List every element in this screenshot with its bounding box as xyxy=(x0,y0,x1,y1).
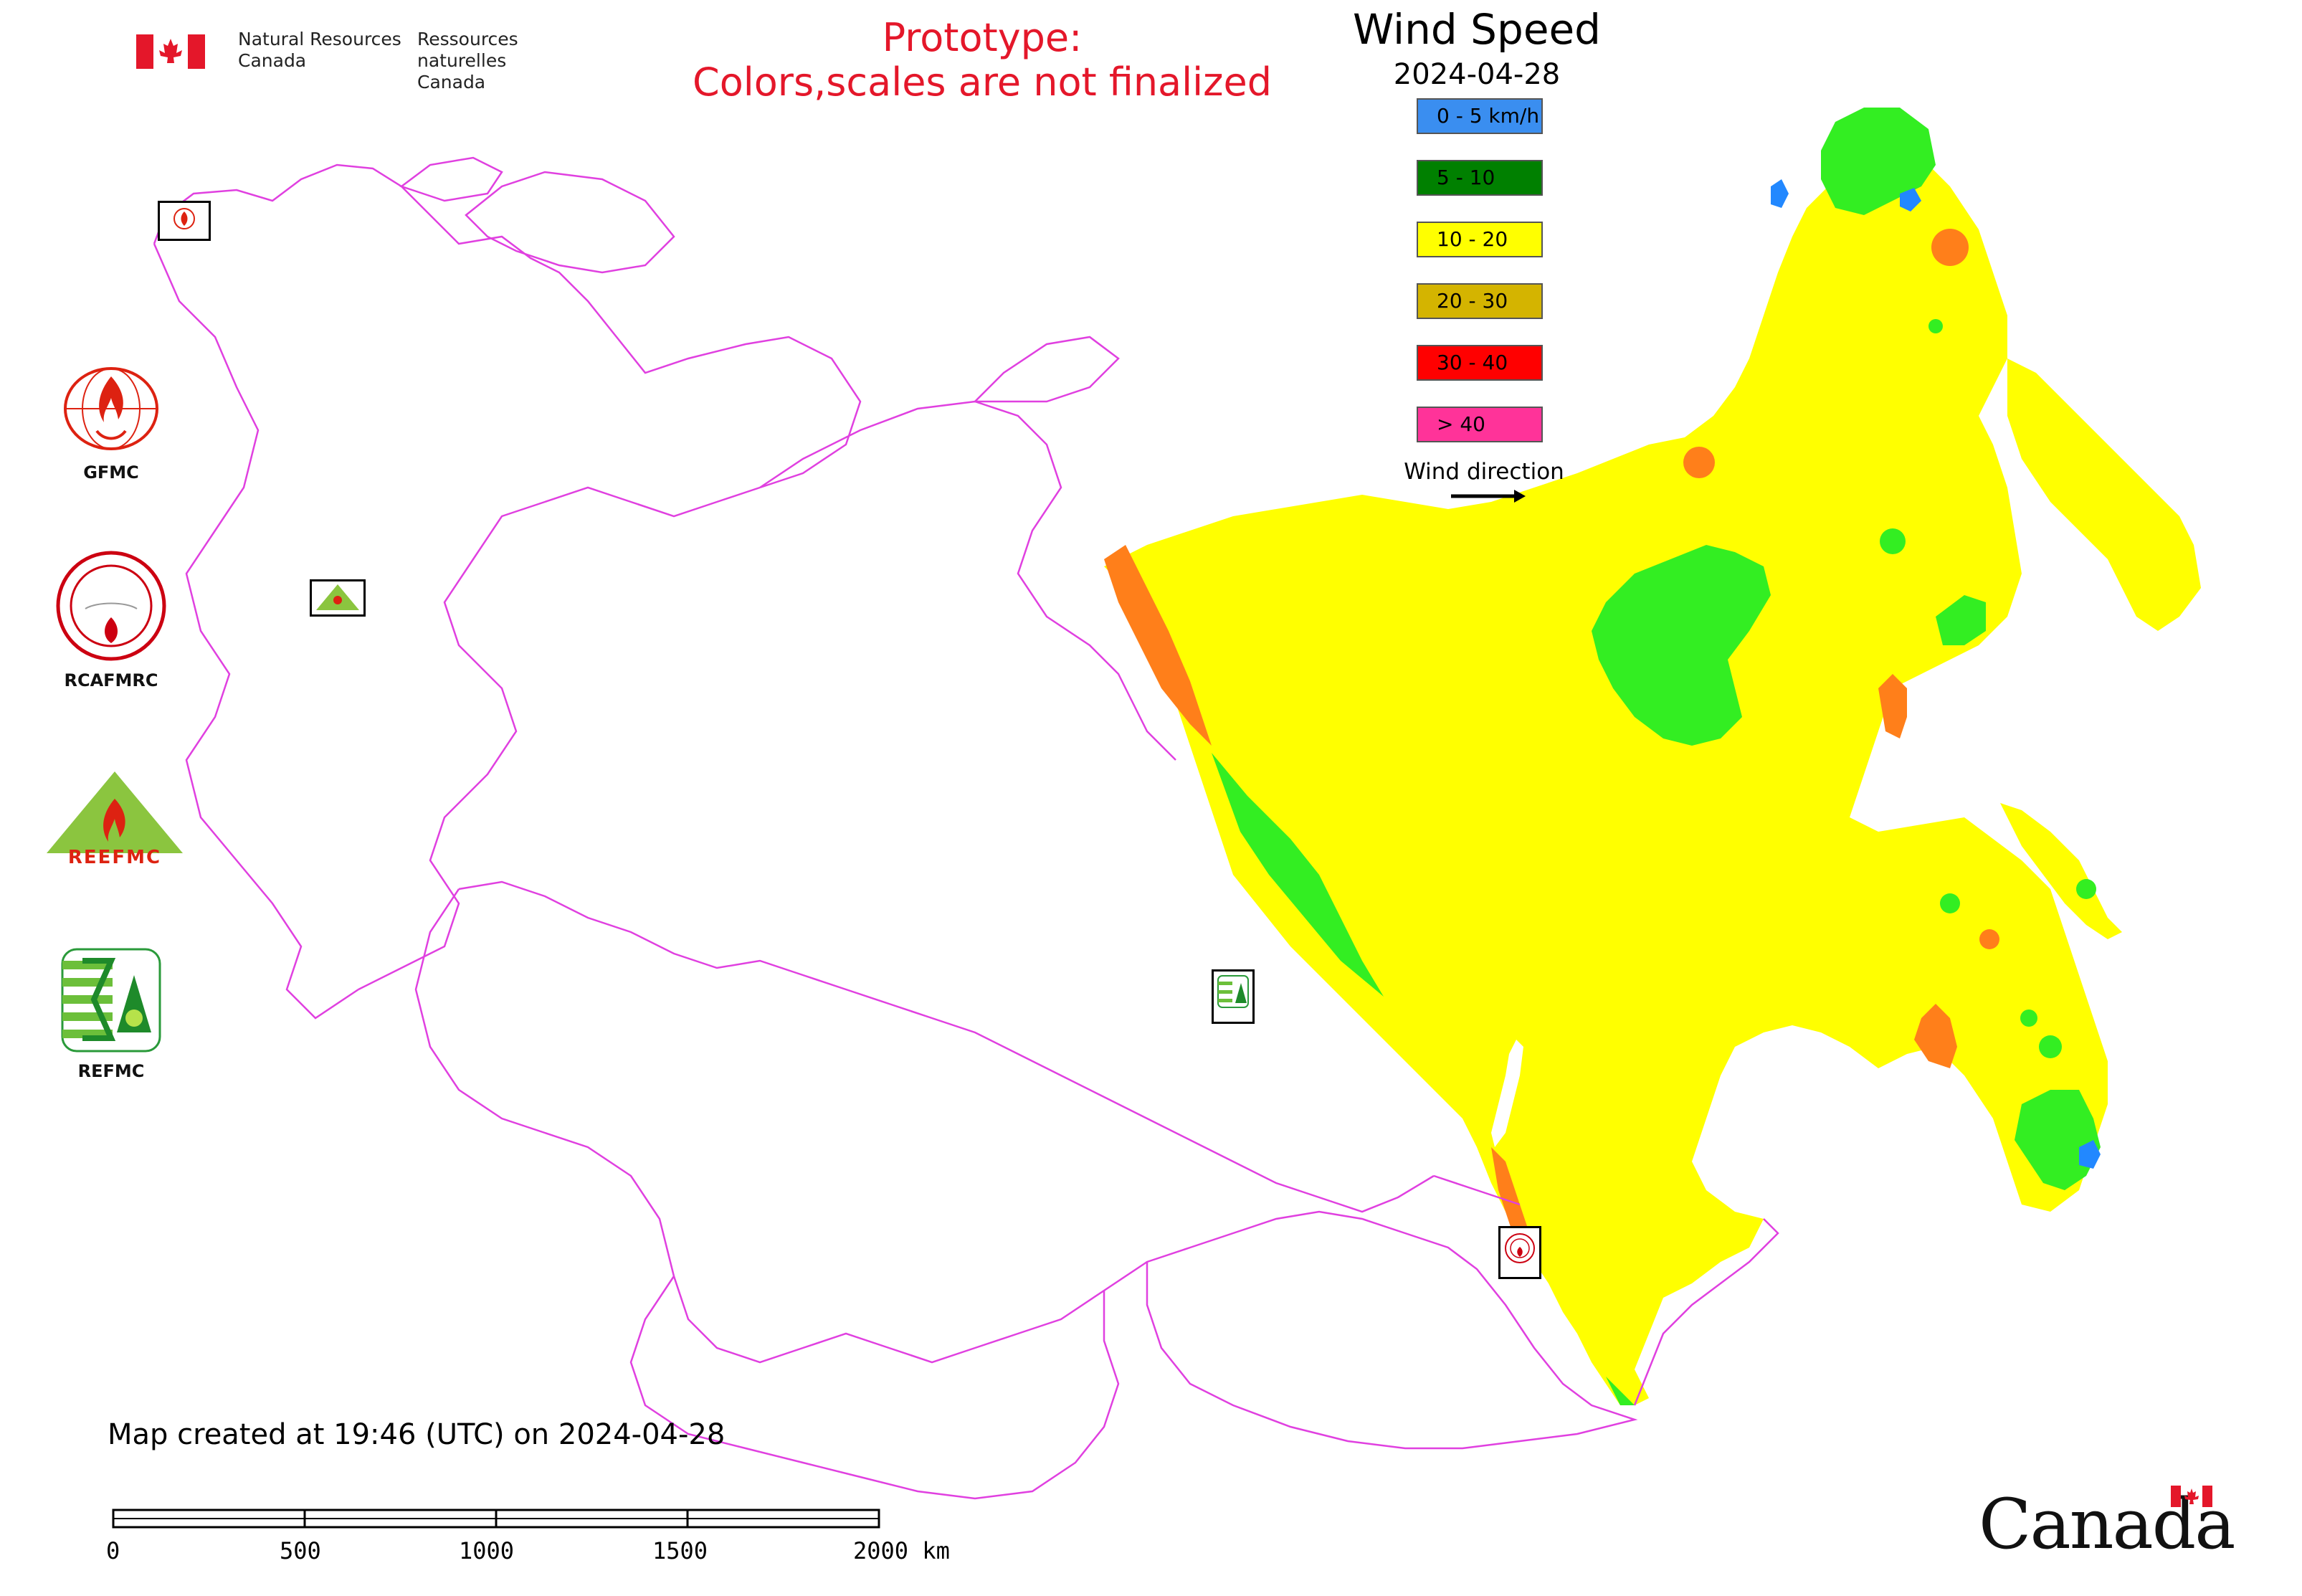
border-south xyxy=(629,1276,1120,1500)
wind-zone-green-west xyxy=(1212,753,1384,997)
wind-zone-green-dot4 xyxy=(2076,879,2096,899)
border-kola xyxy=(399,156,503,202)
wind-zone-green-east xyxy=(1936,595,1986,645)
border-mongolia xyxy=(1146,1210,1638,1450)
wind-zone-green-north xyxy=(1821,108,1936,215)
org-reefmc: REEFMC xyxy=(36,767,194,870)
wordmark-flag-icon xyxy=(2171,1486,2212,1507)
wind-zone-yellow xyxy=(1104,143,2108,1405)
wind-zone-orange-dot3 xyxy=(1979,929,1999,949)
border-kazakhstan xyxy=(458,880,1435,1213)
legend-item-over-40: > 40 xyxy=(1417,407,1543,442)
svg-text:REEFMC: REEFMC xyxy=(68,847,161,868)
lake-baikal xyxy=(1491,1040,1523,1147)
legend-label: 20 - 30 xyxy=(1437,289,1508,313)
org-label: GFMC xyxy=(83,462,139,483)
legend-label: 10 - 20 xyxy=(1437,227,1508,251)
refmc-marker-icon xyxy=(1217,975,1249,1008)
prototype-line2: Colors,scales are not finalized xyxy=(693,60,1272,105)
map-date: 2024-04-28 xyxy=(1393,58,1561,91)
rcafmrc-logo-icon xyxy=(56,551,166,661)
border-europe-west xyxy=(153,243,359,1020)
agency-name-en: Natural Resources Canada xyxy=(238,29,401,72)
refmc-map-marker[interactable] xyxy=(1212,969,1255,1024)
legend-item-0-5: 0 - 5 km/h xyxy=(1417,98,1543,134)
wind-zone-orange-dot1 xyxy=(1931,229,1969,266)
agency-name-fr: Ressources naturelles Canada xyxy=(417,29,609,93)
wind-zone-orange-east xyxy=(1878,674,1907,738)
wind-zone-yellow-peninsula xyxy=(2000,803,2122,939)
legend-item-30-40: 30 - 40 xyxy=(1417,345,1543,381)
gfmc-map-marker[interactable] xyxy=(158,201,211,241)
scale-bar: 0 500 1000 1500 2000 km xyxy=(106,1500,968,1579)
agency-fr-line2: Canada xyxy=(417,72,486,92)
wind-zone-green-south2 xyxy=(1606,1377,1635,1405)
wind-zone-blue-north xyxy=(1900,188,1921,212)
wind-zone-green-dot3 xyxy=(2039,1035,2062,1058)
canada-wordmark: Canada xyxy=(1979,1484,2235,1564)
legend-item-5-10: 5 - 10 xyxy=(1417,160,1543,196)
wind-zone-yellow-chukotka xyxy=(2007,358,2201,631)
rcafmrc-map-marker[interactable] xyxy=(1498,1226,1541,1279)
legend-label: 0 - 5 km/h xyxy=(1437,104,1540,128)
legend-item-10-20: 10 - 20 xyxy=(1417,222,1543,257)
nrcan-signature: Natural Resources Canada Ressources natu… xyxy=(136,29,609,92)
reefmc-logo-icon: REEFMC xyxy=(47,771,183,868)
rcafmrc-marker-icon xyxy=(1505,1233,1535,1263)
scale-tick-label: 0 xyxy=(106,1537,120,1564)
gfmc-logo-icon xyxy=(64,367,158,450)
legend-label: > 40 xyxy=(1437,412,1485,436)
wind-zone-orange-west xyxy=(1104,545,1212,746)
wind-zone-blue-south xyxy=(2079,1140,2101,1169)
prototype-notice: Prototype: Colors,scales are not finaliz… xyxy=(624,16,1341,105)
scale-tick-label: 500 xyxy=(280,1537,321,1564)
wind-direction-arrow-icon xyxy=(1451,490,1526,503)
org-refmc: REFMC xyxy=(43,946,179,1081)
wind-direction-label: Wind direction xyxy=(1404,459,1564,485)
reefmc-map-marker[interactable] xyxy=(310,579,366,617)
border-central-asia xyxy=(414,888,1148,1364)
legend-label: 5 - 10 xyxy=(1437,166,1495,189)
wind-zone-orange-dot2 xyxy=(1683,447,1715,478)
legend-item-20-30: 20 - 30 xyxy=(1417,283,1543,319)
prototype-line1: Prototype: xyxy=(882,15,1083,60)
refmc-logo-icon xyxy=(61,948,161,1053)
wind-zone-blue-island xyxy=(1771,179,1789,208)
canada-flag-icon xyxy=(136,34,205,69)
border-novaya-zemlya xyxy=(465,171,675,274)
wind-zone-green-dot5 xyxy=(1928,319,1943,333)
wind-speed-field xyxy=(1104,108,2201,1405)
reefmc-marker-icon xyxy=(316,584,359,610)
map-created-timestamp: Map created at 19:46 (UTC) on 2024-04-28 xyxy=(108,1418,726,1451)
wind-zone-orange-south xyxy=(1914,1004,1957,1068)
wind-zone-green-dot2 xyxy=(1940,893,1960,913)
eastern-borders xyxy=(1433,1174,1779,1406)
gfmc-marker-icon xyxy=(173,208,195,229)
border-taimyr-west xyxy=(972,336,1120,403)
agency-en-line1: Natural Resources xyxy=(238,29,401,49)
agency-fr-line1: Ressources naturelles xyxy=(417,29,518,71)
org-label: RCAFMRC xyxy=(64,670,158,690)
border-europe-east xyxy=(358,486,761,991)
org-rcafmrc: RCAFMRC xyxy=(39,548,183,690)
org-gfmc: GFMC xyxy=(39,362,183,483)
scale-tick-label: 1000 xyxy=(459,1537,515,1564)
border-east-mongolia xyxy=(1433,1174,1521,1206)
country-borders xyxy=(153,156,1638,1500)
border-east-south xyxy=(1633,1218,1779,1406)
agency-en-line2: Canada xyxy=(238,50,307,71)
scale-tick-label: 1500 xyxy=(652,1537,708,1564)
map-title: Wind Speed xyxy=(1352,5,1602,54)
border-arctic-coast xyxy=(759,400,1176,761)
legend-label: 30 - 40 xyxy=(1437,351,1508,374)
scale-bar-graphic xyxy=(112,1509,880,1529)
wind-zone-green-dot6 xyxy=(2020,1010,2037,1027)
wind-zone-green-central xyxy=(1592,545,1771,746)
scale-tick-label: 2000 km xyxy=(853,1537,950,1564)
border-scandinavia xyxy=(153,163,862,489)
org-label: REFMC xyxy=(77,1061,145,1081)
wind-zone-green-dot1 xyxy=(1880,528,1906,554)
